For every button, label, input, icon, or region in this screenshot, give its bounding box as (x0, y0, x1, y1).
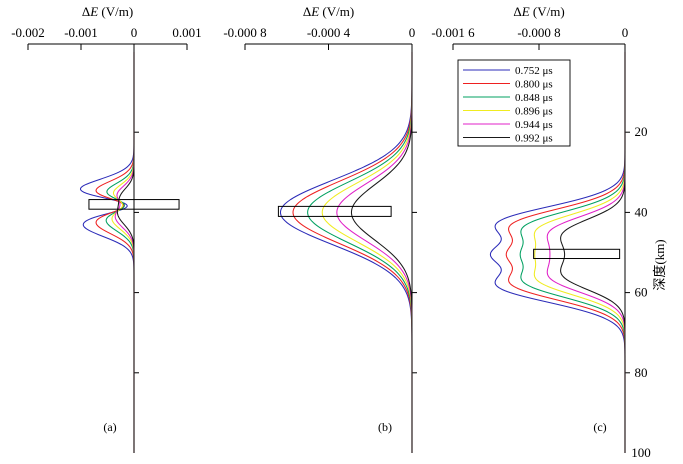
panel-label: (b) (378, 420, 392, 434)
x-axis-title-quantity: Δ (513, 4, 521, 19)
legend-label: 0.800 μs (515, 79, 553, 91)
x-axis-title: ΔE (V/m) (303, 4, 354, 19)
legend-label: 0.944 μs (515, 119, 553, 131)
x-axis-title-unit: (V/m) (98, 4, 133, 19)
x-axis-title: ΔE (V/m) (513, 4, 564, 19)
panel-1: ΔE (V/m) -0.000 8 -0.000 4 0 (b) (223, 4, 417, 453)
depth-tick-label: 60 (635, 285, 648, 300)
legend-label: 0.848 μs (515, 92, 553, 104)
legend: 0.752 μs 0.800 μs0.848 μs 0.896 μs0.944 μs… (457, 59, 571, 147)
x-tick-label: -0.002 (11, 25, 45, 40)
panel-label: (a) (103, 420, 116, 434)
x-tick-label: 0 (131, 25, 138, 40)
x-axis-title-symbol: E (89, 4, 98, 19)
series-line (350, 52, 413, 453)
depth-tick-label: 20 (635, 124, 648, 139)
panel-label: (c) (593, 420, 606, 434)
series-line (279, 52, 413, 453)
series-line (336, 52, 413, 453)
panel-0: ΔE (V/m) -0.002 -0.001 0 0.001 (a) (11, 4, 202, 453)
x-tick-label: -0.000 4 (307, 25, 351, 40)
highlight-box (88, 199, 180, 210)
legend-label: 0.992 μs (515, 133, 553, 145)
series-line (114, 52, 135, 453)
depth-tick-label: 100 (631, 445, 651, 460)
x-axis-title: ΔE (V/m) (82, 4, 133, 19)
panels-layer: ΔE (V/m)-0.002 -0.001 0 0.001(a)ΔE (V/m)-0.… (11, 4, 651, 460)
highlight-box (533, 248, 621, 260)
series-line (116, 52, 135, 453)
series-line (560, 52, 626, 453)
highlight-box (277, 205, 392, 217)
x-axis-title-symbol: E (310, 4, 319, 19)
x-axis-title-unit: (V/m) (319, 4, 354, 19)
depth-axis-label: 深度(km) (652, 239, 667, 290)
legend-label: 0.752 μs (515, 65, 553, 77)
depth-tick-label: 40 (635, 204, 648, 219)
depth-tick-labels: 20 40 60 80 100 (631, 124, 651, 460)
series-line (95, 52, 135, 453)
x-tick-label: 0 (622, 25, 629, 40)
depth-tick-label: 80 (635, 365, 648, 380)
legend-label: 0.896 μs (515, 106, 553, 118)
x-tick-label: -0.000 8 (517, 25, 560, 40)
x-axis-title-quantity: Δ (82, 4, 90, 19)
legend-box (457, 59, 571, 147)
x-tick-label: -0.000 8 (223, 25, 266, 40)
x-tick-label: -0.001 6 (431, 25, 475, 40)
series-line (105, 52, 135, 453)
panel-2: ΔE (V/m) -0.001 6 -0.000 8 0 (c) (431, 4, 630, 453)
x-tick-label: -0.001 (64, 25, 98, 40)
series-line (79, 52, 135, 453)
x-axis-title-symbol: E (521, 4, 530, 19)
x-axis-title-unit: (V/m) (530, 4, 565, 19)
x-tick-label: 0 (409, 25, 416, 40)
x-tick-label: 0.001 (172, 25, 201, 40)
x-axis-title-quantity: Δ (303, 4, 311, 19)
